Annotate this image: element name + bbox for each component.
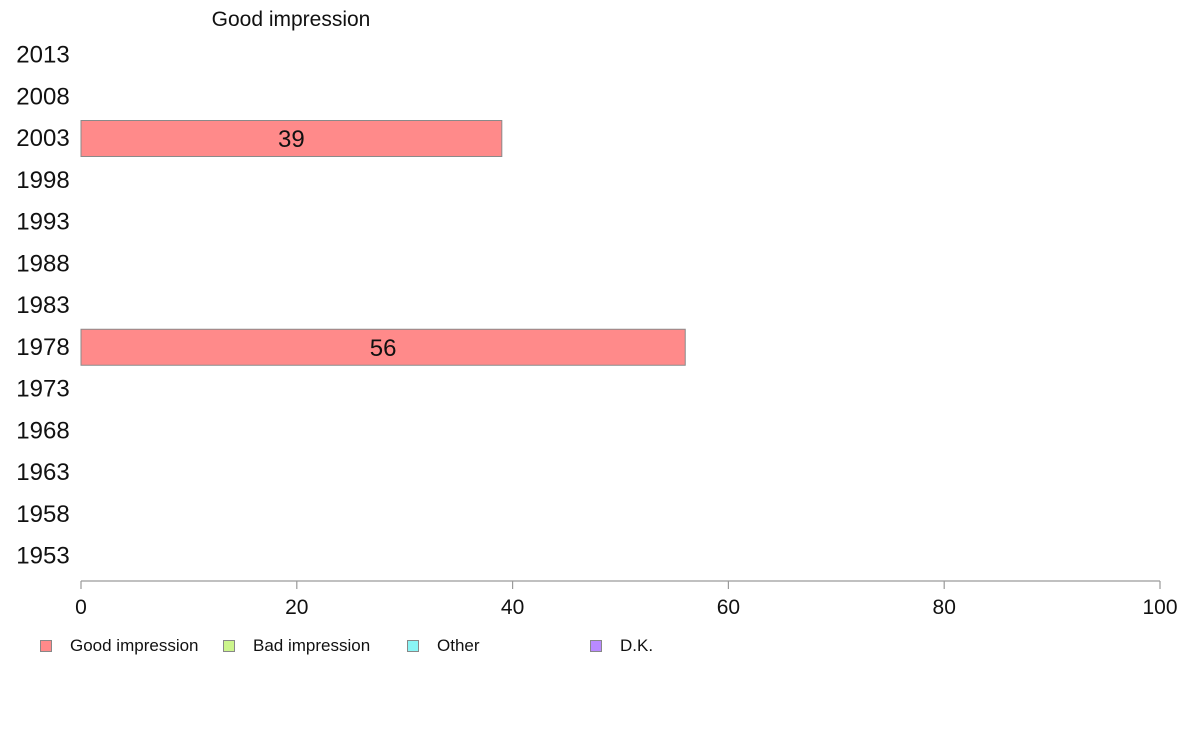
x-tick-label-100: 100 [1142,596,1177,619]
data-label-1978: 56 [370,335,397,362]
category-label-1998: 1998 [16,167,69,194]
legend-swatch-good-impression [40,640,52,652]
legend-item-dk: D.K. [590,636,653,656]
category-label-1953: 1953 [16,543,69,570]
chart-title: Good impression [212,8,371,31]
x-tick-label-60: 60 [717,596,740,619]
bars: 39 56 [80,120,686,366]
category-label-2008: 2008 [16,83,69,110]
data-label-2003: 39 [278,126,305,153]
category-label-1973: 1973 [16,376,69,403]
legend-item-bad-impression: Bad impression [223,636,370,656]
x-tick-label-20: 20 [285,596,308,619]
legend-swatch-dk [590,640,602,652]
category-label-1988: 1988 [16,250,69,277]
legend-swatch-other [407,640,419,652]
x-tick-label-40: 40 [501,596,524,619]
category-label-2013: 2013 [16,42,69,69]
legend-label: Other [437,636,480,655]
bar-1978 [80,328,686,366]
bar-2003 [80,120,503,157]
category-label-1983: 1983 [16,292,69,319]
legend-label: Bad impression [253,636,371,655]
y-axis-labels: 2013 2008 2003 1998 1993 1988 1983 1978 1973 1968… [16,42,69,570]
legend-item-good-impression: Good impression [40,636,199,656]
category-label-1963: 1963 [16,459,69,486]
x-axis: 0 20 40 60 80 100 [75,580,1178,619]
x-tick-label-0: 0 [75,596,87,619]
x-tick-label-80: 80 [933,596,956,619]
category-label-1968: 1968 [16,417,69,444]
legend-item-other: Other [407,636,480,656]
category-label-1993: 1993 [16,209,69,236]
category-label-1958: 1958 [16,501,69,528]
legend-label: D.K. [620,636,654,655]
category-label-2003: 2003 [16,125,69,152]
legend-label: Good impression [70,636,199,655]
category-label-1978: 1978 [16,334,69,361]
legend: Good impression Bad impression Other D.K… [40,636,700,656]
legend-swatch-bad-impression [223,640,235,652]
